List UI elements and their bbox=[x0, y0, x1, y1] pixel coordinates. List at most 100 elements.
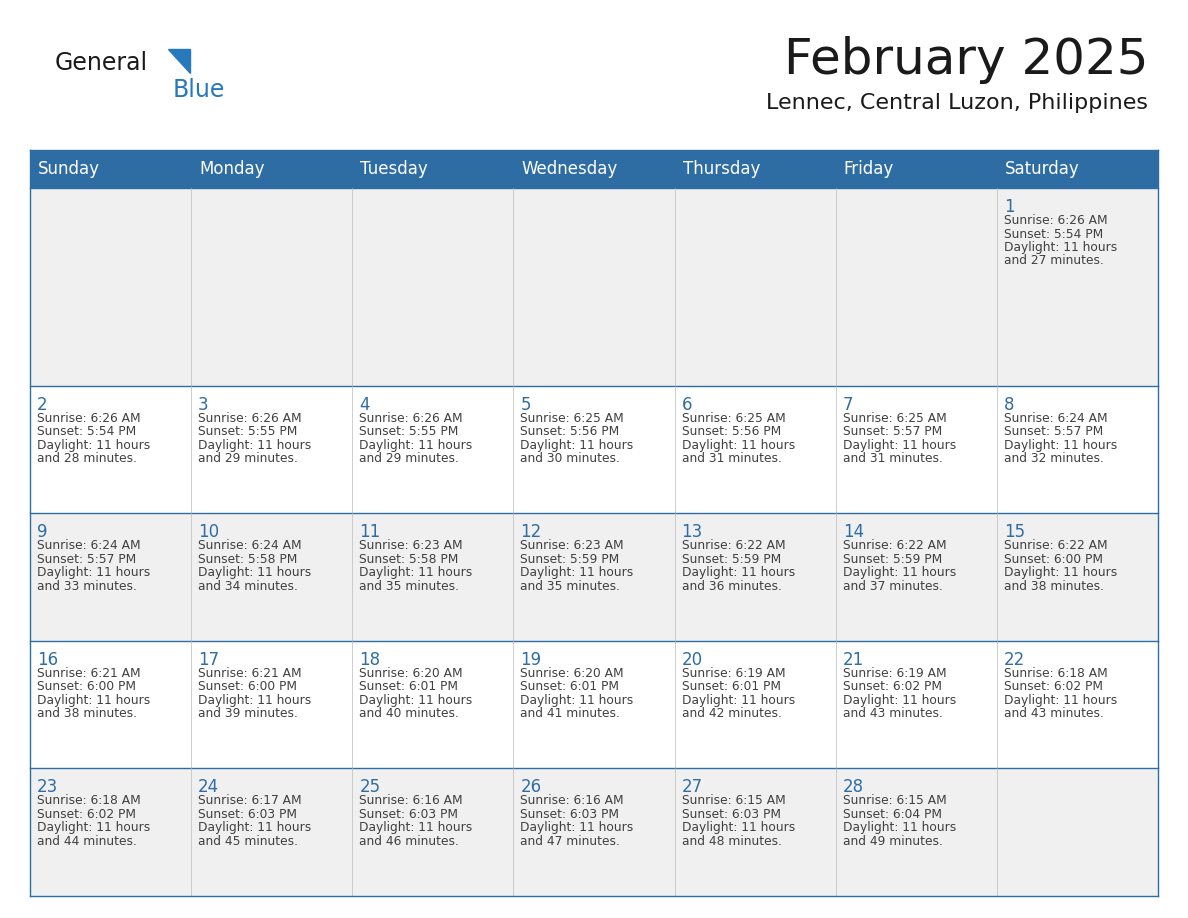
Text: 15: 15 bbox=[1004, 523, 1025, 542]
Text: Sunset: 6:02 PM: Sunset: 6:02 PM bbox=[1004, 680, 1102, 693]
Text: Daylight: 11 hours: Daylight: 11 hours bbox=[842, 822, 956, 834]
Text: and 47 minutes.: and 47 minutes. bbox=[520, 835, 620, 848]
Text: Daylight: 11 hours: Daylight: 11 hours bbox=[520, 439, 633, 452]
Text: Sunset: 6:00 PM: Sunset: 6:00 PM bbox=[37, 680, 135, 693]
Text: Saturday: Saturday bbox=[1005, 160, 1080, 178]
Text: and 42 minutes.: and 42 minutes. bbox=[682, 708, 782, 721]
Text: 28: 28 bbox=[842, 778, 864, 797]
Text: Sunset: 5:54 PM: Sunset: 5:54 PM bbox=[1004, 228, 1104, 241]
Text: and 34 minutes.: and 34 minutes. bbox=[198, 580, 298, 593]
Text: 22: 22 bbox=[1004, 651, 1025, 669]
Text: Sunset: 6:03 PM: Sunset: 6:03 PM bbox=[682, 808, 781, 821]
Text: February 2025: February 2025 bbox=[784, 36, 1148, 84]
Text: Daylight: 11 hours: Daylight: 11 hours bbox=[1004, 241, 1117, 254]
Bar bbox=[30, 641, 1158, 768]
Text: Sunset: 5:55 PM: Sunset: 5:55 PM bbox=[359, 425, 459, 438]
Text: Sunrise: 6:26 AM: Sunrise: 6:26 AM bbox=[1004, 214, 1107, 227]
Polygon shape bbox=[168, 49, 190, 73]
Text: Sunset: 5:58 PM: Sunset: 5:58 PM bbox=[359, 553, 459, 565]
Text: Sunset: 6:01 PM: Sunset: 6:01 PM bbox=[520, 680, 619, 693]
Bar bbox=[30, 386, 1158, 513]
Text: Daylight: 11 hours: Daylight: 11 hours bbox=[682, 822, 795, 834]
Text: Sunset: 5:58 PM: Sunset: 5:58 PM bbox=[198, 553, 297, 565]
Text: Daylight: 11 hours: Daylight: 11 hours bbox=[1004, 566, 1117, 579]
Text: and 43 minutes.: and 43 minutes. bbox=[1004, 708, 1104, 721]
Text: Daylight: 11 hours: Daylight: 11 hours bbox=[198, 822, 311, 834]
Text: Sunset: 5:59 PM: Sunset: 5:59 PM bbox=[682, 553, 781, 565]
Text: Sunrise: 6:17 AM: Sunrise: 6:17 AM bbox=[198, 794, 302, 808]
Bar bbox=[30, 188, 1158, 386]
Text: Sunrise: 6:23 AM: Sunrise: 6:23 AM bbox=[359, 539, 463, 553]
Text: and 33 minutes.: and 33 minutes. bbox=[37, 580, 137, 593]
Text: Daylight: 11 hours: Daylight: 11 hours bbox=[37, 822, 150, 834]
Text: Sunrise: 6:24 AM: Sunrise: 6:24 AM bbox=[198, 539, 302, 553]
Text: 17: 17 bbox=[198, 651, 220, 669]
Text: Daylight: 11 hours: Daylight: 11 hours bbox=[842, 694, 956, 707]
Text: and 29 minutes.: and 29 minutes. bbox=[198, 453, 298, 465]
Text: 6: 6 bbox=[682, 396, 693, 414]
Text: Daylight: 11 hours: Daylight: 11 hours bbox=[37, 694, 150, 707]
Text: Blue: Blue bbox=[173, 78, 226, 102]
Text: and 49 minutes.: and 49 minutes. bbox=[842, 835, 942, 848]
Text: Sunset: 5:57 PM: Sunset: 5:57 PM bbox=[1004, 425, 1104, 438]
Text: Sunset: 5:56 PM: Sunset: 5:56 PM bbox=[682, 425, 781, 438]
Text: Daylight: 11 hours: Daylight: 11 hours bbox=[842, 566, 956, 579]
Text: Sunset: 5:59 PM: Sunset: 5:59 PM bbox=[520, 553, 620, 565]
Text: Sunset: 6:01 PM: Sunset: 6:01 PM bbox=[682, 680, 781, 693]
Text: 2: 2 bbox=[37, 396, 48, 414]
Text: Daylight: 11 hours: Daylight: 11 hours bbox=[1004, 694, 1117, 707]
Text: and 30 minutes.: and 30 minutes. bbox=[520, 453, 620, 465]
Bar bbox=[30, 768, 1158, 896]
Text: 19: 19 bbox=[520, 651, 542, 669]
Text: 26: 26 bbox=[520, 778, 542, 797]
Text: Sunrise: 6:21 AM: Sunrise: 6:21 AM bbox=[198, 666, 302, 680]
Text: Daylight: 11 hours: Daylight: 11 hours bbox=[359, 822, 473, 834]
Text: Lennec, Central Luzon, Philippines: Lennec, Central Luzon, Philippines bbox=[766, 93, 1148, 113]
Text: 24: 24 bbox=[198, 778, 220, 797]
Text: Sunrise: 6:15 AM: Sunrise: 6:15 AM bbox=[682, 794, 785, 808]
Text: Sunset: 5:56 PM: Sunset: 5:56 PM bbox=[520, 425, 620, 438]
Text: Sunset: 6:02 PM: Sunset: 6:02 PM bbox=[37, 808, 135, 821]
Text: Daylight: 11 hours: Daylight: 11 hours bbox=[198, 694, 311, 707]
Text: Sunset: 5:59 PM: Sunset: 5:59 PM bbox=[842, 553, 942, 565]
Text: and 29 minutes.: and 29 minutes. bbox=[359, 453, 459, 465]
Text: Sunset: 5:57 PM: Sunset: 5:57 PM bbox=[842, 425, 942, 438]
Text: Daylight: 11 hours: Daylight: 11 hours bbox=[359, 694, 473, 707]
Text: 12: 12 bbox=[520, 523, 542, 542]
Text: General: General bbox=[55, 51, 148, 75]
Text: 27: 27 bbox=[682, 778, 702, 797]
Text: and 41 minutes.: and 41 minutes. bbox=[520, 708, 620, 721]
Text: Sunrise: 6:16 AM: Sunrise: 6:16 AM bbox=[359, 794, 463, 808]
Text: 23: 23 bbox=[37, 778, 58, 797]
Text: and 46 minutes.: and 46 minutes. bbox=[359, 835, 459, 848]
Text: Sunrise: 6:24 AM: Sunrise: 6:24 AM bbox=[1004, 412, 1107, 425]
Text: Daylight: 11 hours: Daylight: 11 hours bbox=[359, 439, 473, 452]
Text: Sunrise: 6:23 AM: Sunrise: 6:23 AM bbox=[520, 539, 624, 553]
Text: 21: 21 bbox=[842, 651, 864, 669]
Text: Friday: Friday bbox=[843, 160, 893, 178]
Text: 1: 1 bbox=[1004, 198, 1015, 216]
Text: Sunrise: 6:22 AM: Sunrise: 6:22 AM bbox=[1004, 539, 1107, 553]
Text: 18: 18 bbox=[359, 651, 380, 669]
Text: and 36 minutes.: and 36 minutes. bbox=[682, 580, 782, 593]
Text: Daylight: 11 hours: Daylight: 11 hours bbox=[37, 566, 150, 579]
Text: Sunset: 6:03 PM: Sunset: 6:03 PM bbox=[520, 808, 619, 821]
Text: Daylight: 11 hours: Daylight: 11 hours bbox=[198, 439, 311, 452]
Text: 7: 7 bbox=[842, 396, 853, 414]
Text: Sunrise: 6:19 AM: Sunrise: 6:19 AM bbox=[842, 666, 947, 680]
Text: Sunrise: 6:20 AM: Sunrise: 6:20 AM bbox=[359, 666, 463, 680]
Text: and 35 minutes.: and 35 minutes. bbox=[520, 580, 620, 593]
Text: and 31 minutes.: and 31 minutes. bbox=[682, 453, 782, 465]
Text: Sunrise: 6:15 AM: Sunrise: 6:15 AM bbox=[842, 794, 947, 808]
Text: Daylight: 11 hours: Daylight: 11 hours bbox=[1004, 439, 1117, 452]
Text: Sunrise: 6:26 AM: Sunrise: 6:26 AM bbox=[37, 412, 140, 425]
Text: Tuesday: Tuesday bbox=[360, 160, 428, 178]
Text: 4: 4 bbox=[359, 396, 369, 414]
Text: Daylight: 11 hours: Daylight: 11 hours bbox=[198, 566, 311, 579]
Text: Daylight: 11 hours: Daylight: 11 hours bbox=[520, 822, 633, 834]
Text: and 38 minutes.: and 38 minutes. bbox=[37, 708, 137, 721]
Text: Daylight: 11 hours: Daylight: 11 hours bbox=[682, 694, 795, 707]
Text: Sunset: 6:00 PM: Sunset: 6:00 PM bbox=[198, 680, 297, 693]
Text: Sunset: 5:55 PM: Sunset: 5:55 PM bbox=[198, 425, 297, 438]
Text: 9: 9 bbox=[37, 523, 48, 542]
